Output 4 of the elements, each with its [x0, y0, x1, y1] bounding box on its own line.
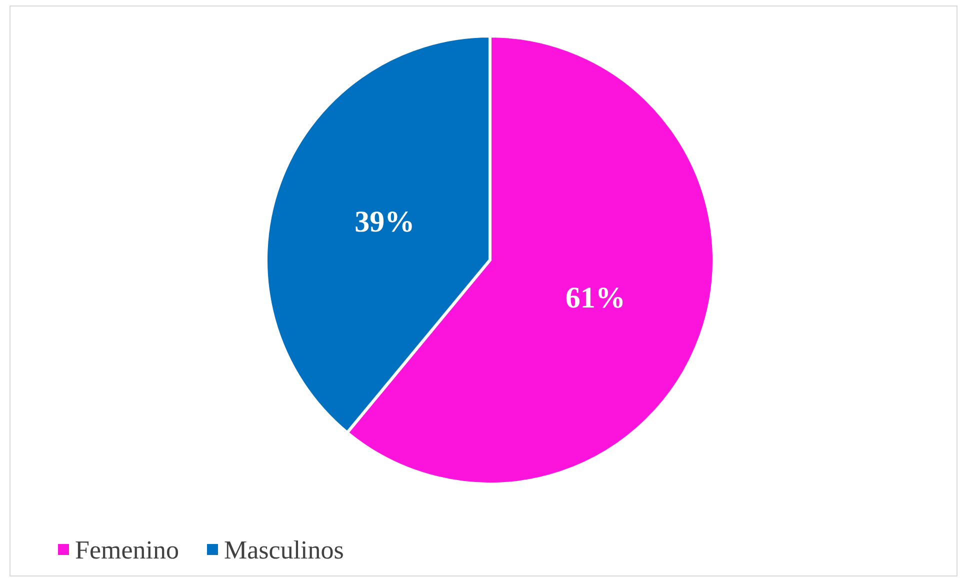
legend-label: Femenino [75, 536, 179, 564]
data-label: 61% [565, 281, 626, 314]
legend-label: Masculinos [224, 536, 344, 564]
data-label: 39% [354, 206, 415, 239]
